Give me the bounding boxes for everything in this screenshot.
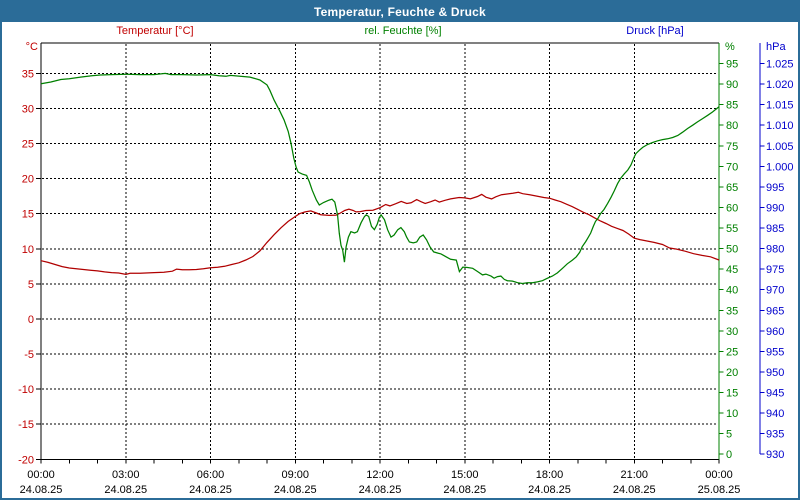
pressure-tick-label: 1.015	[766, 100, 794, 112]
temperature-tick-label: 5	[28, 279, 34, 291]
temperature-curve	[40, 191, 720, 276]
temperature-axis-unit: °C	[26, 41, 38, 53]
x-time-label: 21:00	[620, 469, 648, 481]
temperature-tick-label: -10	[18, 384, 34, 396]
pressure-tick-label: 990	[766, 202, 784, 214]
pressure-tick-label: 950	[766, 367, 784, 379]
temperature-axis: 35 30 25 20 15 10 5 0 -5 -10 -15 -20	[18, 68, 41, 466]
x-time-label: 09:00	[281, 469, 309, 481]
humidity-tick-label: 10	[726, 408, 738, 420]
x-axis: 00:00 24.08.25 03:00 24.08.25 06:00 24.08.25 0…	[20, 459, 741, 496]
humidity-tick-label: 25	[726, 346, 738, 358]
pressure-tick-label: 1.020	[766, 79, 794, 91]
data-curves	[40, 72, 720, 285]
x-time-label: 12:00	[366, 469, 394, 481]
humidity-tick-label: 40	[726, 285, 738, 297]
humidity-tick-label: 85	[726, 100, 738, 112]
humidity-tick-label: 0	[726, 449, 732, 461]
temperature-tick-label: 0	[28, 314, 34, 326]
temperature-tick-label: 35	[22, 68, 34, 80]
x-date-label: 25.08.25	[698, 484, 741, 496]
pressure-tick-label: 975	[766, 264, 784, 276]
humidity-tick-label: 35	[726, 305, 738, 317]
temperature-tick-label: 30	[22, 103, 34, 115]
pressure-tick-label: 1.025	[766, 59, 794, 71]
temperature-tick-label: 20	[22, 174, 34, 186]
x-date-label: 24.08.25	[20, 484, 63, 496]
pressure-tick-label: 960	[766, 326, 784, 338]
pressure-tick-label: 1.000	[766, 161, 794, 173]
x-time-label: 18:00	[536, 469, 564, 481]
x-time-label: 03:00	[112, 469, 140, 481]
humidity-tick-label: 65	[726, 182, 738, 194]
humidity-tick-label: 15	[726, 388, 738, 400]
pressure-tick-label: 985	[766, 223, 784, 235]
temperature-tick-label: 15	[22, 209, 34, 221]
x-time-label: 00:00	[27, 469, 55, 481]
humidity-axis-unit: %	[725, 41, 735, 53]
humidity-tick-label: 30	[726, 326, 738, 338]
humidity-tick-label: 50	[726, 244, 738, 256]
chart-canvas: Temperatur [°C] rel. Feuchte [%] Druck […	[18, 25, 794, 496]
pressure-tick-label: 965	[766, 305, 784, 317]
humidity-tick-label: 55	[726, 223, 738, 235]
temperature-tick-label: -5	[24, 349, 34, 361]
pressure-tick-label: 945	[766, 388, 784, 400]
x-date-label: 24.08.25	[104, 484, 147, 496]
pressure-axis-unit: hPa	[766, 41, 786, 53]
humidity-tick-label: 75	[726, 141, 738, 153]
legend-pressure: Druck [hPa]	[626, 25, 683, 37]
pressure-tick-label: 955	[766, 346, 784, 358]
x-date-label: 24.08.25	[274, 484, 317, 496]
pressure-tick-label: 970	[766, 285, 784, 297]
temperature-tick-label: 10	[22, 244, 34, 256]
pressure-tick-label: 1.010	[766, 120, 794, 132]
temperature-tick-label: -20	[18, 454, 34, 466]
legend-temperature: Temperatur [°C]	[116, 25, 193, 37]
x-time-label: 06:00	[197, 469, 225, 481]
temperature-tick-label: -15	[18, 419, 34, 431]
pressure-tick-label: 935	[766, 429, 784, 441]
humidity-tick-label: 70	[726, 161, 738, 173]
humidity-tick-label: 80	[726, 120, 738, 132]
temperature-tick-label: 25	[22, 138, 34, 150]
pressure-tick-label: 940	[766, 408, 784, 420]
window-title: Temperatur, Feuchte & Druck	[314, 5, 486, 19]
pressure-tick-label: 1.005	[766, 141, 794, 153]
x-date-label: 24.08.25	[359, 484, 402, 496]
humidity-tick-label: 5	[726, 429, 732, 441]
humidity-tick-label: 60	[726, 202, 738, 214]
x-date-label: 24.08.25	[613, 484, 656, 496]
x-time-label: 15:00	[451, 469, 479, 481]
pressure-tick-label: 995	[766, 182, 784, 194]
pressure-tick-label: 930	[766, 449, 784, 461]
humidity-tick-label: 95	[726, 59, 738, 71]
humidity-curve	[40, 72, 720, 285]
x-date-label: 24.08.25	[189, 484, 232, 496]
title-bar: Temperatur, Feuchte & Druck	[2, 2, 798, 22]
pressure-axis: 1.025 1.020 1.015 1.010 1.005 1.000 995 990 985 9…	[759, 43, 794, 461]
humidity-tick-label: 90	[726, 79, 738, 91]
x-date-label: 24.08.25	[528, 484, 571, 496]
legend-humidity: rel. Feuchte [%]	[364, 25, 441, 37]
humidity-tick-label: 20	[726, 367, 738, 379]
pressure-tick-label: 980	[766, 244, 784, 256]
humidity-tick-label: 45	[726, 264, 738, 276]
x-date-label: 24.08.25	[443, 484, 486, 496]
x-time-label: 00:00	[705, 469, 733, 481]
gridlines	[42, 44, 718, 459]
